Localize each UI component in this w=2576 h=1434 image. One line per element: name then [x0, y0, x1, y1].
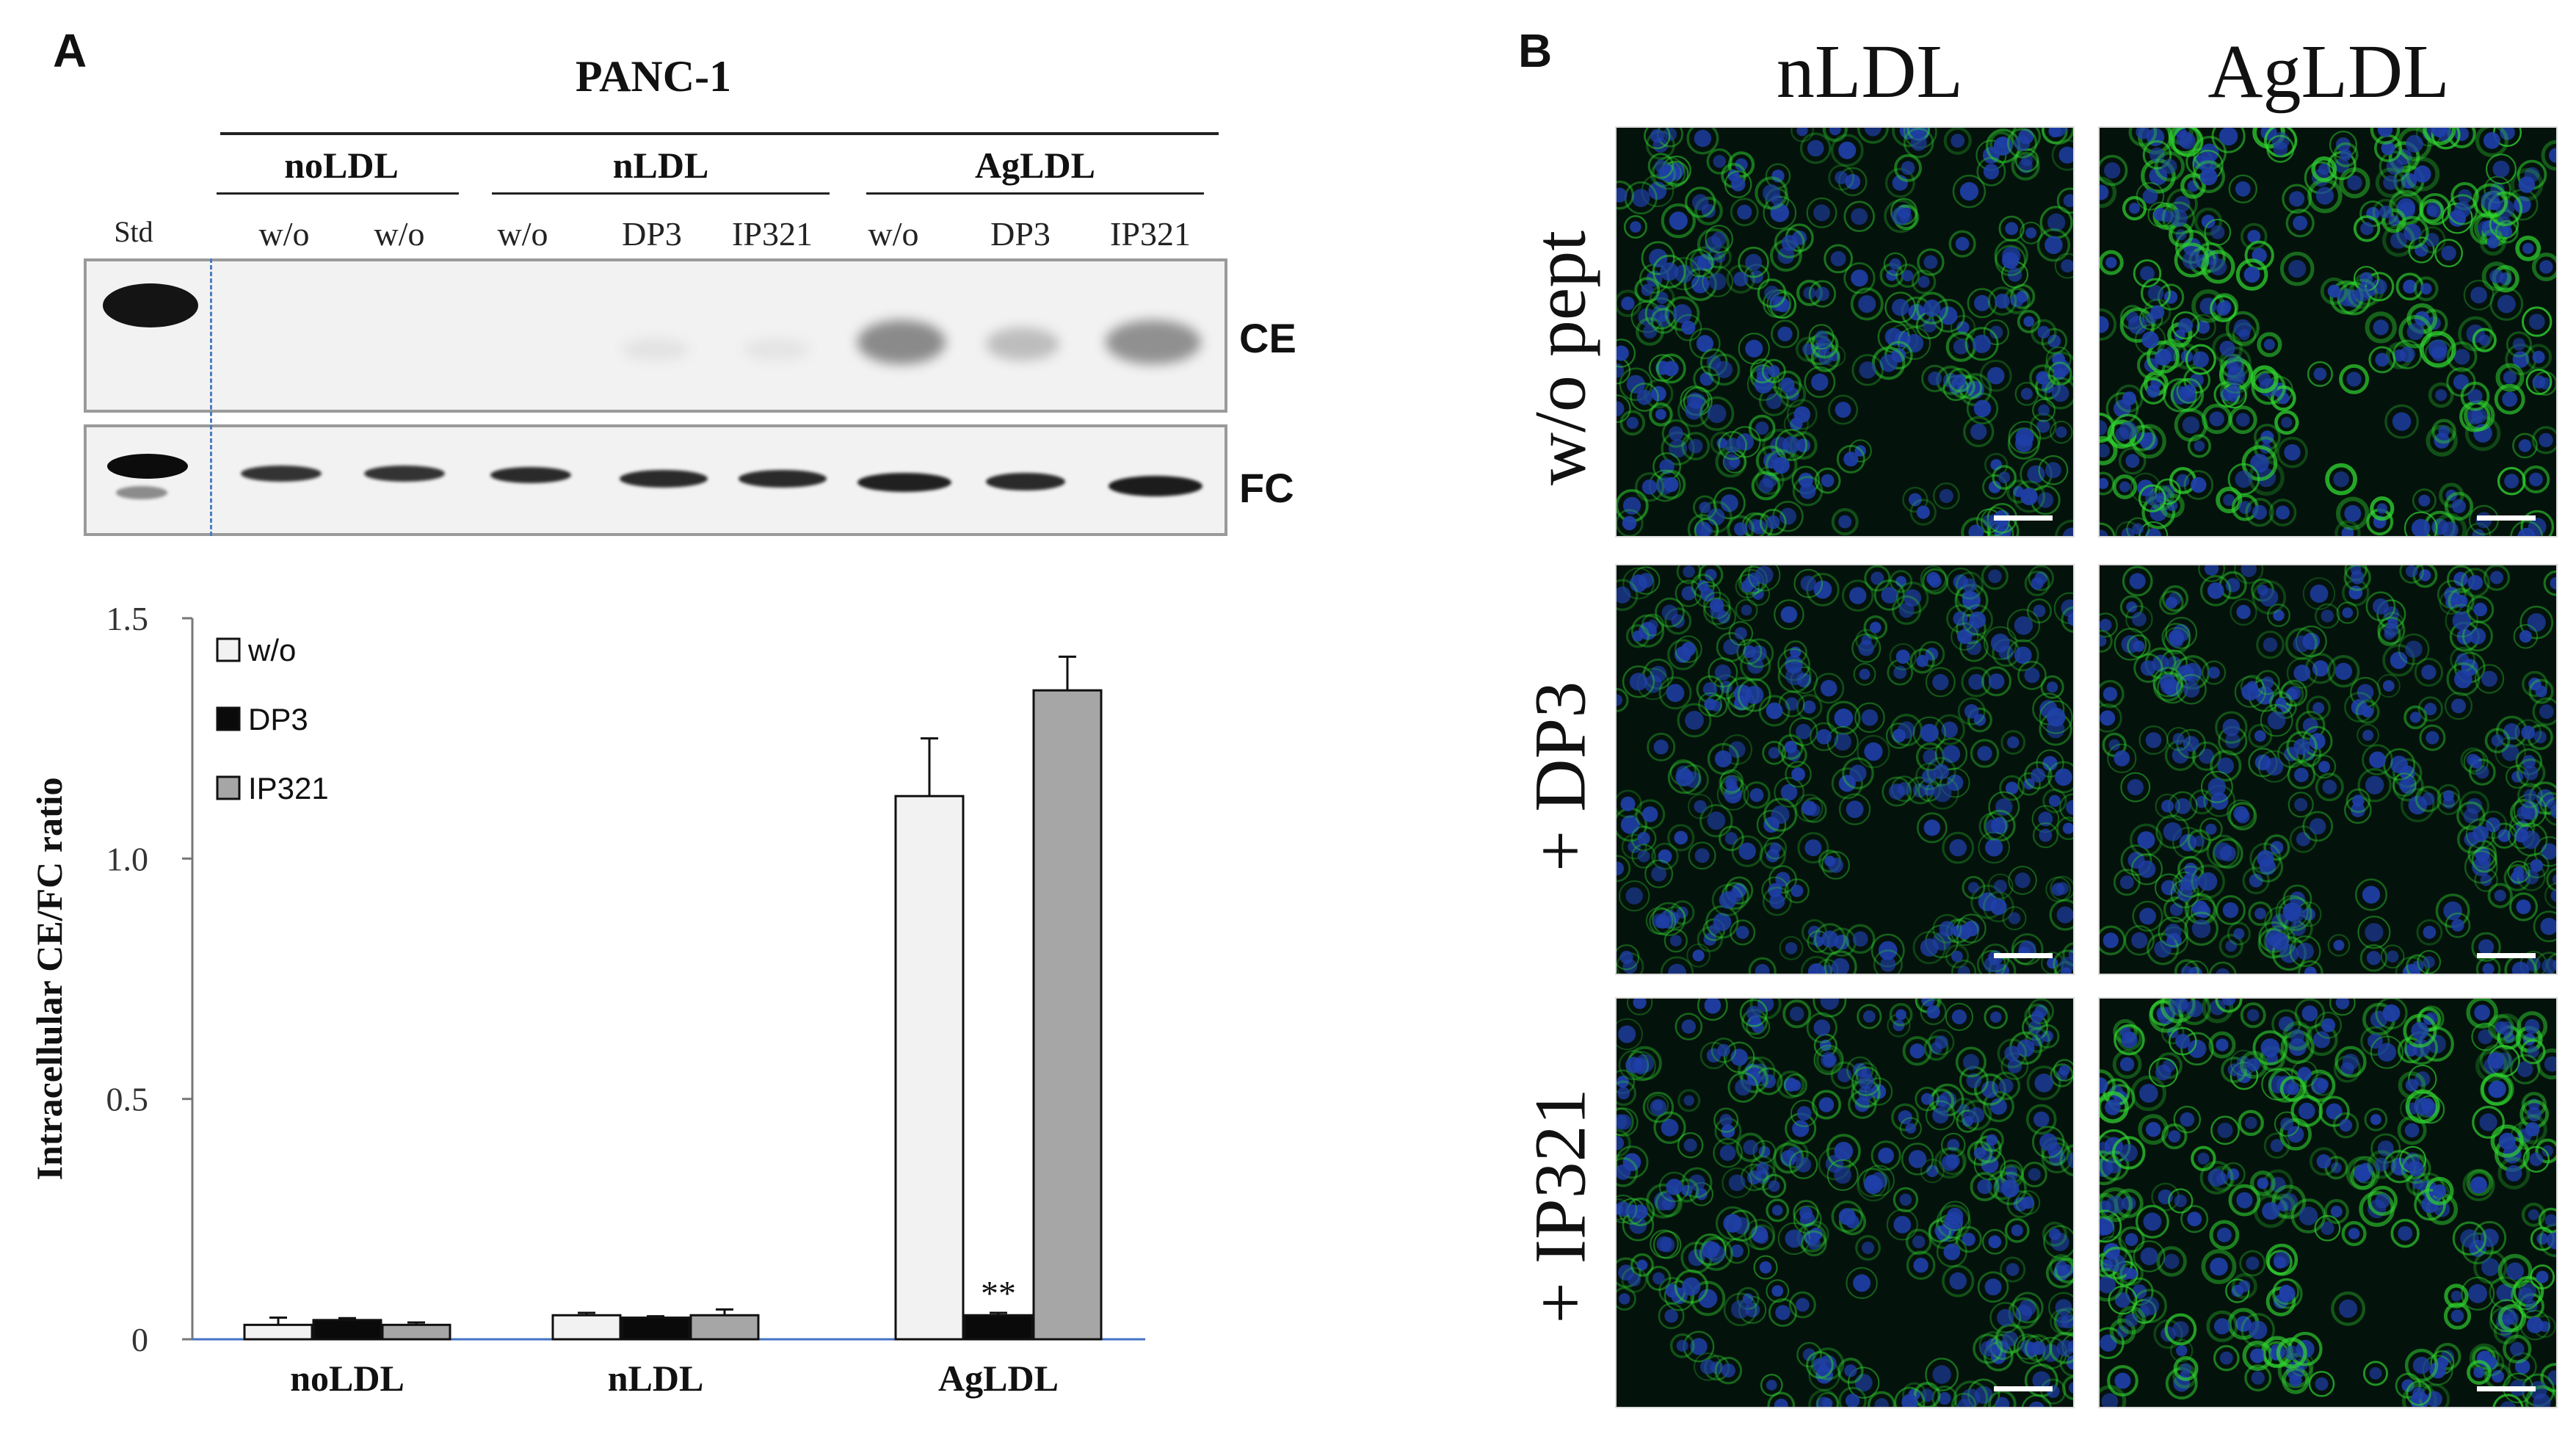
row-head-ip321: + IP321: [1519, 1088, 1601, 1324]
fc-band-std-lower: [116, 486, 167, 499]
fc-band-2: [364, 466, 445, 482]
legend-label: DP3: [248, 702, 308, 736]
legend-swatch-wo: [216, 637, 241, 662]
col-head-agldl: AgLDL: [2207, 29, 2450, 114]
lane-label-8: IP321: [1110, 215, 1191, 253]
bar-dp3-noldl: [312, 1319, 382, 1341]
fc-band-1: [241, 466, 322, 482]
ce-band-nldl-dp3: [623, 338, 689, 361]
micrograph-nldl-wo-pept: [1615, 126, 2075, 537]
ce-blot-label: CE: [1239, 315, 1296, 361]
lane-label-3: w/o: [497, 215, 548, 253]
bar-chart: 0 0.5 1.0 1.5 Intracellular CE/FC ratio noLDL…: [29, 600, 1145, 1399]
bar-wo-agldl: [894, 794, 965, 1341]
bar-wo-nldl: [551, 1314, 622, 1341]
std-label: Std: [114, 215, 153, 248]
group-underline-nldl: [492, 192, 830, 195]
lane-label-5: IP321: [732, 215, 813, 253]
scale-bar: [2477, 953, 2536, 958]
bar-ip321-noldl: [381, 1323, 451, 1341]
fc-band-8: [1109, 476, 1202, 496]
y-tick-label: 1.5: [106, 600, 149, 637]
col-head-nldl: nLDL: [1776, 29, 1964, 114]
legend-swatch-ip321: [216, 775, 241, 800]
ce-blot: [84, 258, 1227, 413]
scale-bar: [2477, 1386, 2536, 1391]
ce-band-agldl-dp3: [986, 327, 1059, 361]
group-label-noldl: noLDL: [284, 145, 399, 186]
bar-dp3-nldl: [620, 1317, 691, 1341]
lane-label-4: DP3: [622, 215, 682, 253]
ce-band-agldl-wo: [857, 320, 946, 364]
cells-nldl-wo-pept: [1617, 128, 2073, 536]
row-head-dp3: + DP3: [1519, 681, 1601, 872]
ce-band-agldl-ip321: [1106, 320, 1201, 364]
std-separator-line: [210, 258, 212, 536]
fc-band-4: [620, 470, 708, 488]
bar-wo-noldl: [243, 1323, 313, 1341]
lane-label-7: DP3: [990, 215, 1051, 253]
scale-bar: [1994, 1386, 2053, 1391]
micrograph-nldl-dp3: [1615, 564, 2075, 975]
scale-bar: [1994, 515, 2053, 521]
scale-bar: [2477, 515, 2536, 521]
x-tick-label: noLDL: [290, 1358, 404, 1399]
y-tick-label: 0.5: [106, 1081, 149, 1118]
bar-dp3-agldl: [963, 1314, 1034, 1341]
micrograph-agldl-wo-pept: [2098, 126, 2558, 537]
y-tick-label: 0: [131, 1321, 148, 1358]
fc-band-3: [490, 467, 571, 483]
bar-ip321-agldl: [1032, 689, 1103, 1341]
lane-label-6: w/o: [868, 215, 919, 253]
legend-label: w/o: [247, 633, 296, 667]
cell-line-underline: [220, 132, 1219, 135]
micrograph-nldl-ip321: [1615, 997, 2075, 1408]
ce-band-nldl-ip321: [744, 338, 810, 361]
cell-line-label: PANC-1: [575, 52, 732, 101]
panel-a-letter: A: [53, 24, 87, 77]
group-label-agldl: AgLDL: [975, 145, 1095, 186]
cells-agldl-wo-pept: [2100, 128, 2556, 536]
fc-band-7: [986, 473, 1065, 490]
bar-ip321-nldl: [689, 1314, 760, 1341]
cells-agldl-dp3: [2100, 565, 2556, 974]
fc-blot: [84, 424, 1227, 536]
cells-nldl-ip321: [1617, 999, 2073, 1407]
y-axis-label: Intracellular CE/FC ratio: [29, 778, 70, 1181]
fc-band-std: [107, 454, 188, 479]
group-underline-noldl: [217, 192, 459, 195]
lane-label-2: w/o: [374, 215, 425, 253]
micrograph-agldl-ip321: [2098, 997, 2558, 1408]
fc-band-5: [739, 470, 827, 488]
fc-band-6: [857, 473, 951, 492]
micrograph-agldl-dp3: [2098, 564, 2558, 975]
ce-band-std: [103, 283, 198, 327]
x-tick-label: nLDL: [608, 1358, 704, 1399]
row-head-wo-pept: w/o pept: [1519, 230, 1601, 486]
fc-blot-label: FC: [1239, 465, 1294, 511]
legend-swatch-dp3: [216, 706, 241, 731]
group-label-nldl: nLDL: [612, 145, 709, 186]
y-tick-label: 1.0: [106, 840, 149, 877]
scale-bar: [1994, 953, 2053, 958]
lane-label-1: w/o: [258, 215, 310, 253]
cells-agldl-ip321: [2100, 999, 2556, 1407]
cells-nldl-dp3: [1617, 565, 2073, 974]
group-underline-agldl: [866, 192, 1204, 195]
significance-marker: **: [981, 1274, 1016, 1313]
legend-label: IP321: [248, 771, 329, 805]
panel-b-letter: B: [1518, 24, 1553, 77]
x-tick-label: AgLDL: [938, 1358, 1059, 1399]
